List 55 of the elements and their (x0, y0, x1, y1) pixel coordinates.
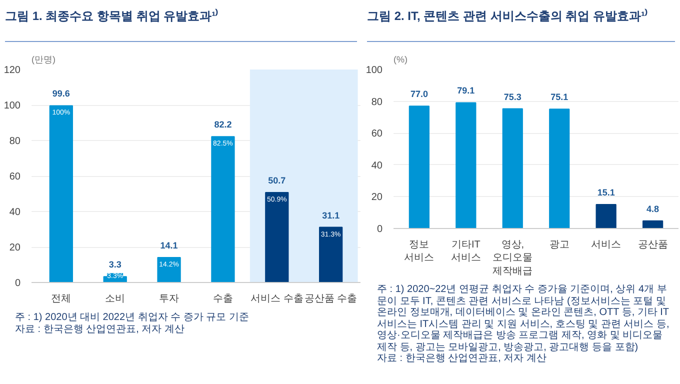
bar (265, 192, 289, 282)
y-tick-label: 80 (371, 96, 383, 108)
x-tick-label: 영상, 오디오물 제작배급 (492, 240, 533, 277)
bar (319, 226, 343, 282)
bar (642, 220, 664, 228)
x-tick-label: 공산품 (638, 240, 668, 250)
bar (549, 108, 570, 228)
y-tick-label: 40 (371, 160, 383, 172)
text: 자료 : 한국은행 산업연관표, 저자 계산 (15, 324, 184, 334)
x-tick-label: 수출 (212, 294, 233, 304)
x-tick-label: 기타IT 서비스 (450, 240, 481, 264)
x-tick-label: 광고 (549, 240, 570, 250)
bar (502, 108, 523, 228)
bar (211, 136, 235, 282)
data-label: 15.1 (597, 187, 615, 198)
data-label: 75.1 (550, 92, 568, 102)
y-tick-label: 60 (371, 128, 383, 140)
y-tick-label: 100 (366, 65, 383, 76)
text: 자료 : 한국은행 산업연관표, 저자 계산 (377, 353, 546, 364)
y-tick-label: 80 (9, 136, 21, 147)
x-tick-label: 정보 서비스 (404, 240, 434, 264)
bar (408, 106, 430, 228)
y-tick-label: 40 (9, 207, 21, 218)
x-tick-label: 공산품 수출 (304, 294, 358, 304)
x-tick-label: 투자 (159, 294, 180, 304)
x-tick-label: 서비스 수출 (250, 294, 304, 304)
bar (596, 204, 616, 228)
y-tick-label: 120 (4, 65, 21, 76)
y-tick-label: 20 (9, 242, 21, 254)
chart-title: 그림 2. IT, 콘텐츠 관련 서비스수출의 취업 유발효과¹⁾ (367, 8, 648, 25)
y-tick-label: 20 (371, 192, 383, 204)
data-label: 79.1 (457, 86, 475, 96)
data-label: 50.7 (268, 176, 286, 186)
data-label: 4.8 (646, 204, 660, 214)
data-label: 31.1 (322, 210, 340, 220)
y-tick-label: 0 (376, 224, 383, 235)
chart-title: 그림 1. 최종수요 항목별 취업 유발효과¹⁾ (5, 8, 219, 25)
y-axis-title: (%) (394, 54, 408, 64)
x-tick-label: 전체 (51, 294, 72, 304)
text: 주 : 1) 2020~22년 연평균 취업자 수 증가율 기준이며, 상위 4개 부문이 모두 IT, 콘텐츠 관련 서비스로 나타남 (정보서비스는 포털 및 온라인 정보매개, 데이터베이스 및 온라인 콘텐츠, OTT 등, 기타 IT서비스는 IT시스템 관리 및 지원 서비스, 호스팅 및 관련 서비스 등, 영상·오디오물 제작배급은 방송 프로그램 제작, 영화 및 비디오물 제작 등, 광고는 모바일광고, 방송광고, 광고대행 등을 포함) (377, 284, 670, 352)
text: 주 : 1) 2020년 대비 2022년 취업자 수 증가 규모 기준 (15, 312, 249, 323)
x-tick-label: 소비 (105, 294, 126, 304)
y-tick-label: 60 (9, 172, 21, 182)
data-label: 3.3 (108, 260, 122, 270)
data-label: 77.0 (410, 89, 428, 100)
data-label: 75.3 (504, 92, 522, 102)
data-label: 14.1 (160, 240, 178, 250)
y-axis-title: (만명) (32, 54, 56, 64)
y-tick-label: 100 (4, 100, 21, 112)
x-tick-label: 서비스 (591, 240, 622, 250)
bar (456, 102, 476, 228)
data-label: 99.6 (52, 88, 70, 99)
data-label: 82.2 (214, 120, 232, 130)
y-tick-label: 0 (14, 278, 21, 289)
bar (49, 105, 73, 282)
